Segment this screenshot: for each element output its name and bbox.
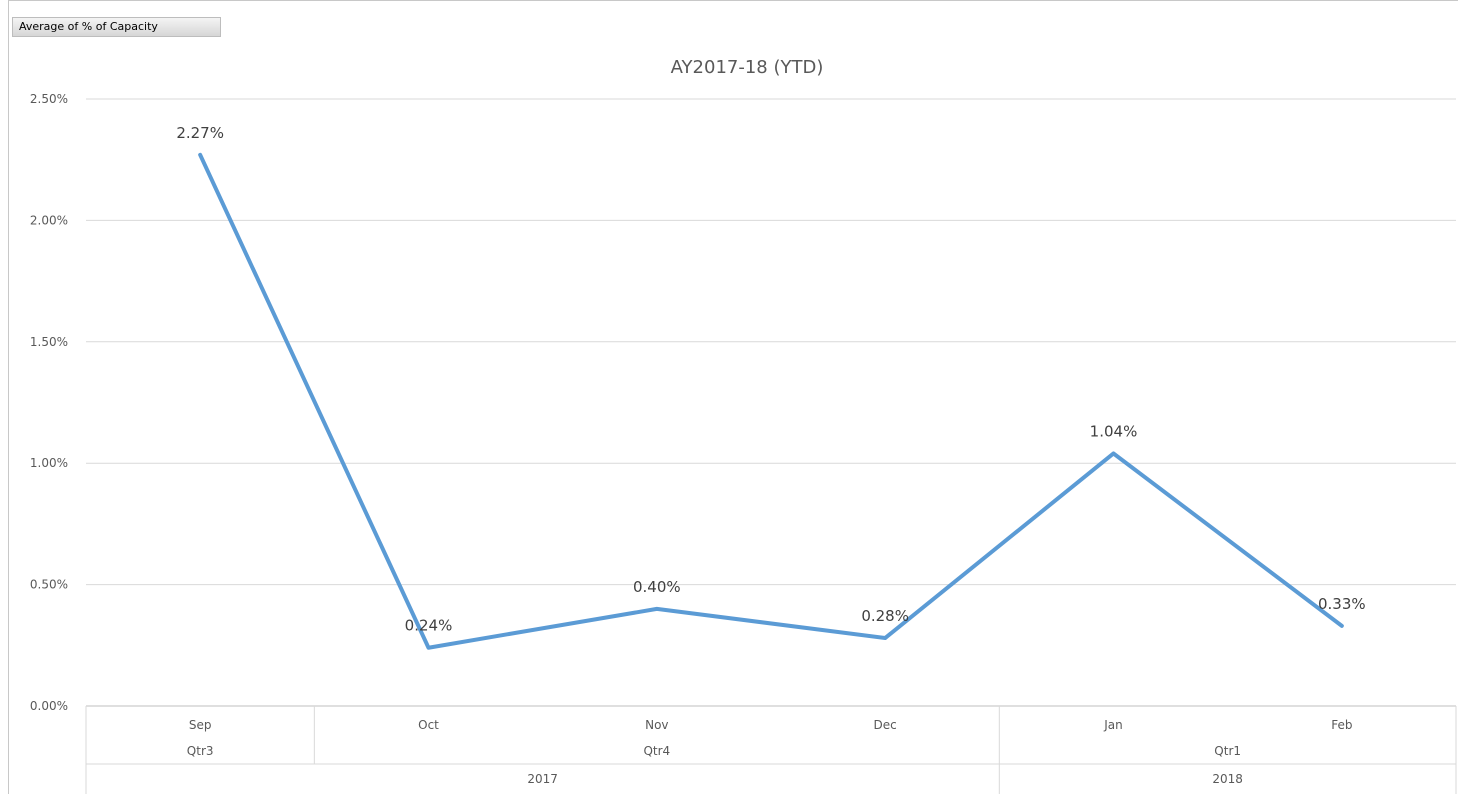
- x-year-label: 2018: [1212, 772, 1243, 786]
- x-category-label: Jan: [1103, 718, 1123, 732]
- data-label: 1.04%: [1090, 422, 1138, 440]
- data-label: 0.40%: [633, 578, 681, 596]
- x-category-label: Sep: [189, 718, 212, 732]
- x-year-label: 2017: [527, 772, 558, 786]
- y-tick-label: 1.50%: [30, 335, 68, 349]
- x-quarter-label: Qtr4: [643, 744, 670, 758]
- chart-title: AY2017-18 (YTD): [671, 57, 824, 78]
- y-tick-label: 2.00%: [30, 213, 68, 227]
- field-button-average-capacity[interactable]: Average of % of Capacity: [12, 17, 221, 37]
- data-label: 0.24%: [405, 617, 453, 635]
- y-tick-label: 0.00%: [30, 699, 68, 713]
- chart-frame: [8, 0, 1458, 794]
- x-category-label: Oct: [418, 718, 439, 732]
- x-quarter-label: Qtr3: [187, 744, 214, 758]
- x-category-label: Feb: [1331, 718, 1352, 732]
- x-category-label: Dec: [874, 718, 897, 732]
- data-label: 0.28%: [861, 607, 909, 625]
- series-line: [198, 152, 1344, 650]
- y-tick-label: 0.50%: [30, 578, 68, 592]
- y-tick-label: 2.50%: [30, 92, 68, 106]
- data-label: 2.27%: [176, 124, 224, 142]
- data-label: 0.33%: [1318, 595, 1366, 613]
- x-quarter-label: Qtr1: [1214, 744, 1241, 758]
- x-category-label: Nov: [645, 718, 668, 732]
- y-tick-label: 1.00%: [30, 456, 68, 470]
